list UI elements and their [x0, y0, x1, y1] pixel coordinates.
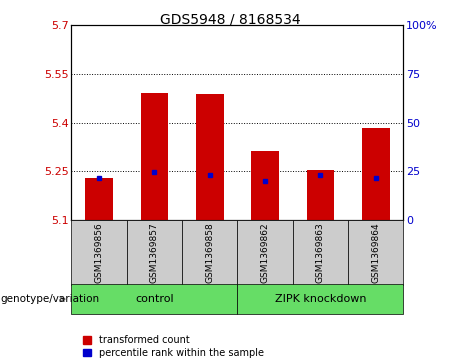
Text: control: control: [135, 294, 174, 304]
Bar: [362, 129, 390, 220]
Text: GSM1369864: GSM1369864: [371, 222, 380, 283]
Legend: transformed count, percentile rank within the sample: transformed count, percentile rank withi…: [83, 335, 264, 358]
Text: GSM1369858: GSM1369858: [205, 222, 214, 283]
Bar: [251, 151, 279, 220]
Text: GSM1369856: GSM1369856: [95, 222, 104, 283]
Text: GSM1369863: GSM1369863: [316, 222, 325, 283]
Bar: [85, 178, 113, 220]
Text: GDS5948 / 8168534: GDS5948 / 8168534: [160, 13, 301, 27]
Text: GSM1369862: GSM1369862: [260, 222, 270, 283]
Text: genotype/variation: genotype/variation: [0, 294, 99, 304]
Text: GSM1369857: GSM1369857: [150, 222, 159, 283]
Bar: [307, 170, 334, 220]
Text: ZIPK knockdown: ZIPK knockdown: [275, 294, 366, 304]
Bar: [196, 94, 224, 220]
Bar: [141, 93, 168, 220]
